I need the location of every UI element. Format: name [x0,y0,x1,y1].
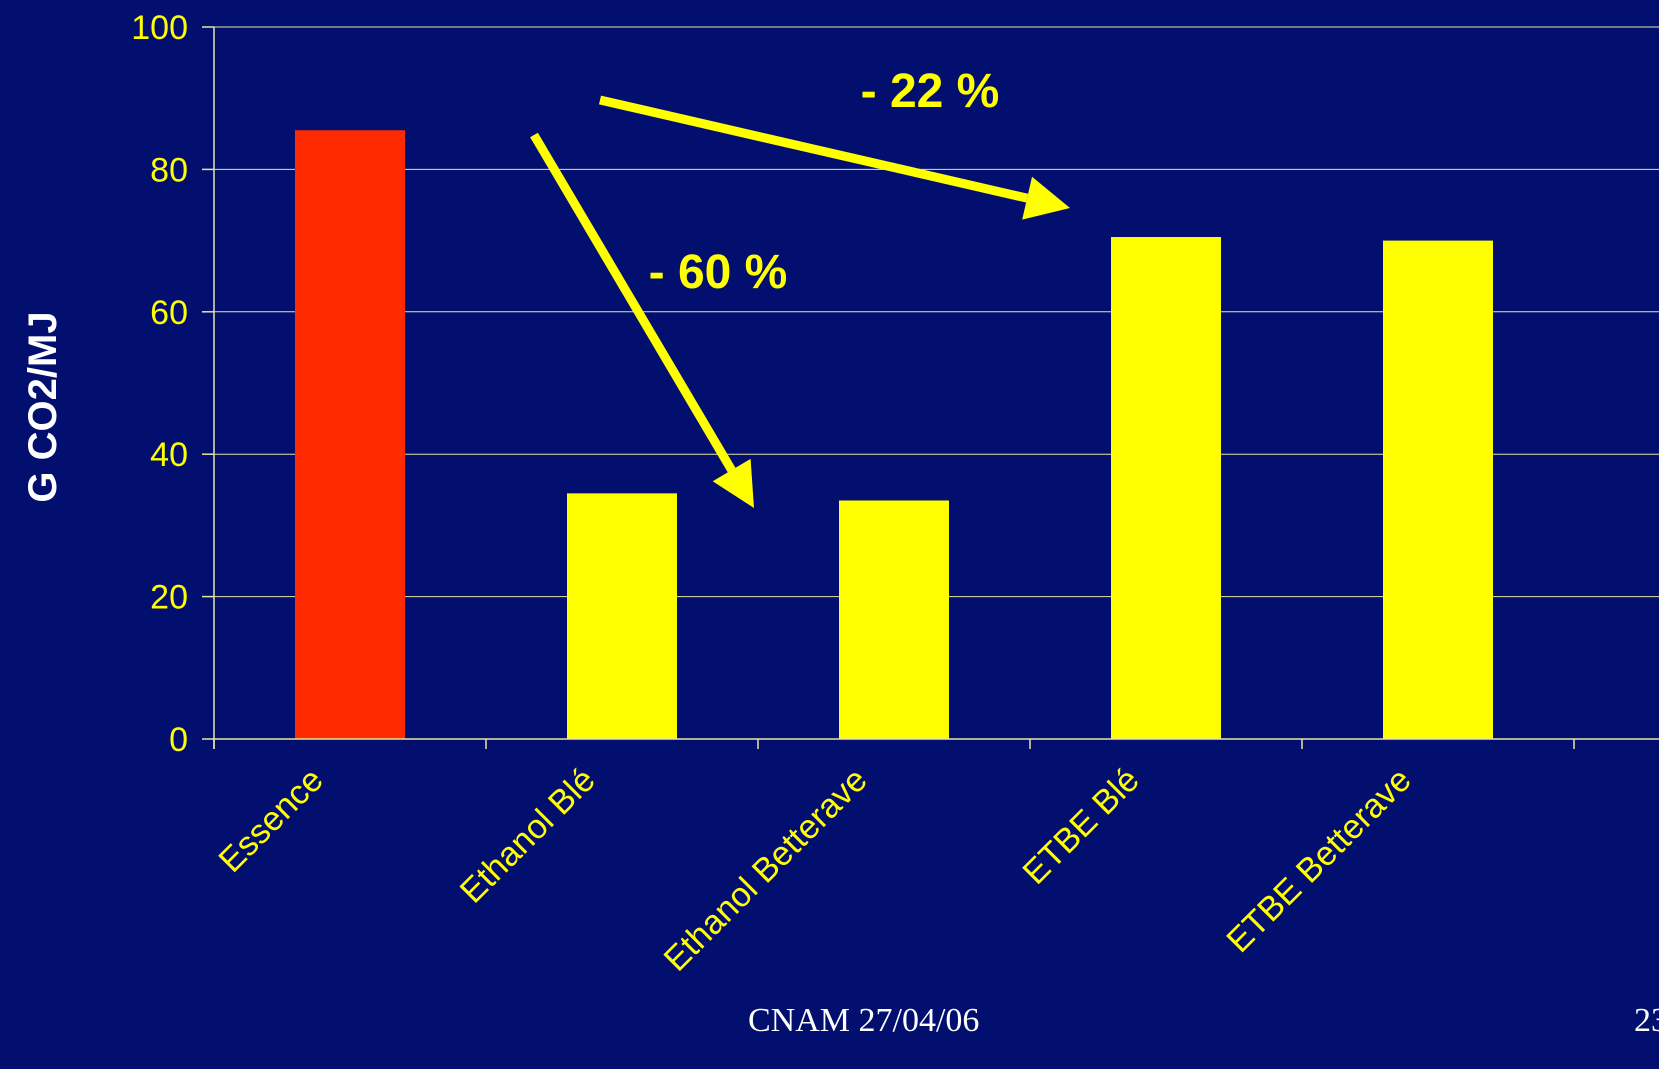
bar-4 [1383,240,1493,739]
annotation-arrows [530,95,1070,508]
arrow-minus-60-percent-shaft [530,132,736,473]
annotation-minus-22-percent: - 22 % [861,65,1000,118]
bar-3 [1111,237,1221,740]
category-label-0: Essence [212,761,331,880]
y-tick-label-0: 0 [169,721,188,759]
category-label-4: ETBE Betterave [1219,761,1418,960]
arrow-minus-22-percent-head [1022,176,1070,220]
y-tick-label-20: 20 [150,579,188,617]
y-tick-labels: 0 20 40 60 80 100 [131,9,188,759]
arrow-minus-60-percent-head [712,458,754,508]
axes [202,26,1659,749]
category-label-3: ETBE Blé [1016,761,1147,892]
y-tick-label-40: 40 [150,436,188,474]
category-label-1: Ethanol Blé [453,761,603,911]
y-tick-label-80: 80 [150,151,188,189]
y-tick-label-60: 60 [150,294,188,332]
bar-0 [295,130,405,740]
annotation-minus-60-percent: - 60 % [649,246,788,299]
bar-1 [567,493,677,739]
bars [295,130,1493,740]
category-label-2: Ethanol Betterave [657,761,875,979]
footer-text: CNAM 27/04/06 [748,1002,980,1039]
y-tick-label-100: 100 [131,9,188,47]
bar-2 [839,500,949,739]
y-axis-label: G CO2/MJ [21,311,65,502]
arrow-minus-22-percent-shaft [598,95,1029,203]
category-labels: Essence Ethanol Blé Ethanol Betterave ETBE … [212,761,1419,979]
page-number: 23 [1634,1002,1659,1039]
